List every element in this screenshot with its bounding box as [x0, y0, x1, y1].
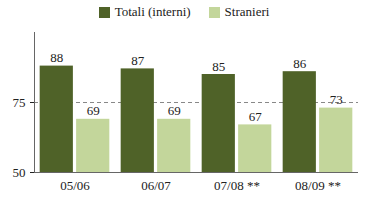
svg-text:75: 75: [13, 95, 26, 110]
svg-text:06/07: 06/07: [141, 178, 171, 193]
svg-text:86: 86: [293, 56, 307, 71]
svg-text:88: 88: [50, 50, 63, 65]
svg-text:73: 73: [330, 92, 343, 107]
svg-text:85: 85: [212, 59, 225, 74]
svg-text:69: 69: [168, 103, 181, 118]
svg-text:08/09 **: 08/09 **: [295, 178, 341, 193]
html-text:Stranieri: Stranieri: [224, 4, 270, 19]
svg-text:67: 67: [249, 109, 263, 124]
svg-text:50: 50: [13, 165, 26, 180]
html-text:Totali (interni): Totali (interni): [114, 4, 191, 19]
svg-text:07/08 **: 07/08 **: [214, 178, 260, 193]
svg-text:69: 69: [87, 103, 100, 118]
svg-text:05/06: 05/06: [60, 178, 90, 193]
svg-text:87: 87: [131, 53, 145, 68]
